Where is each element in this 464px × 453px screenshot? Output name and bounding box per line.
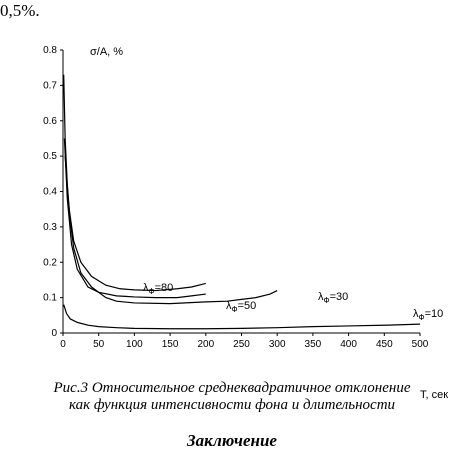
curve-label-value: =30 xyxy=(330,291,349,303)
y-tick-label: 0.3 xyxy=(43,222,57,233)
y-tick-label: 0.5 xyxy=(43,151,57,162)
curve-label-subscript: Ф xyxy=(419,313,425,322)
curve-label-subscript: Ф xyxy=(232,305,238,314)
x-tick-label: 350 xyxy=(305,339,322,350)
curve-label-value: =10 xyxy=(425,308,444,320)
curve-label-symbol: λ xyxy=(226,300,232,312)
y-tick-label: 0.1 xyxy=(43,293,57,304)
caption-line: Рис.3 Относительное среднеквадратичное о… xyxy=(53,380,411,396)
series-line xyxy=(63,304,421,330)
x-tick-label: 500 xyxy=(412,339,429,350)
section-title: Заключение xyxy=(186,431,277,450)
curve-label: λФ=50 xyxy=(226,300,256,314)
x-tick-label: 150 xyxy=(162,339,179,350)
x-axis-label: T, сек xyxy=(420,389,448,401)
header-text: 0,5%. xyxy=(0,1,40,20)
caption-line: как функция интенсивности фона и длитель… xyxy=(69,397,395,413)
x-tick-label: 200 xyxy=(197,339,214,350)
curve-label: λФ=80 xyxy=(143,282,173,296)
y-tick-label: 0 xyxy=(51,328,57,339)
y-tick-label: 0.4 xyxy=(43,187,57,198)
curve-label-value: =80 xyxy=(155,282,174,294)
x-tick-label: 50 xyxy=(93,339,105,350)
series-line xyxy=(63,138,206,299)
curve-label-subscript: Ф xyxy=(324,296,330,305)
curve-label-symbol: λ xyxy=(143,282,149,294)
curve-label: λФ=10 xyxy=(413,308,443,322)
y-tick-label: 0.6 xyxy=(43,116,57,127)
y-tick-label: 0.2 xyxy=(43,257,57,268)
y-tick-label: 0.7 xyxy=(43,80,57,91)
series-line xyxy=(63,74,278,305)
curve-label-value: =50 xyxy=(238,300,257,312)
curve-label: λФ=30 xyxy=(318,291,348,305)
x-tick-label: 250 xyxy=(233,339,250,350)
curve-label-symbol: λ xyxy=(318,291,324,303)
y-tick-label: 0.8 xyxy=(43,45,57,56)
series-line xyxy=(64,156,206,292)
curve-label-subscript: Ф xyxy=(149,287,155,296)
x-tick-label: 100 xyxy=(126,339,143,350)
x-tick-label: 300 xyxy=(269,339,286,350)
curve-label-symbol: λ xyxy=(413,308,419,320)
x-tick-label: 0 xyxy=(60,339,66,350)
y-axis-label: σ/A, % xyxy=(90,46,123,58)
x-tick-label: 400 xyxy=(340,339,357,350)
x-tick-label: 450 xyxy=(376,339,393,350)
